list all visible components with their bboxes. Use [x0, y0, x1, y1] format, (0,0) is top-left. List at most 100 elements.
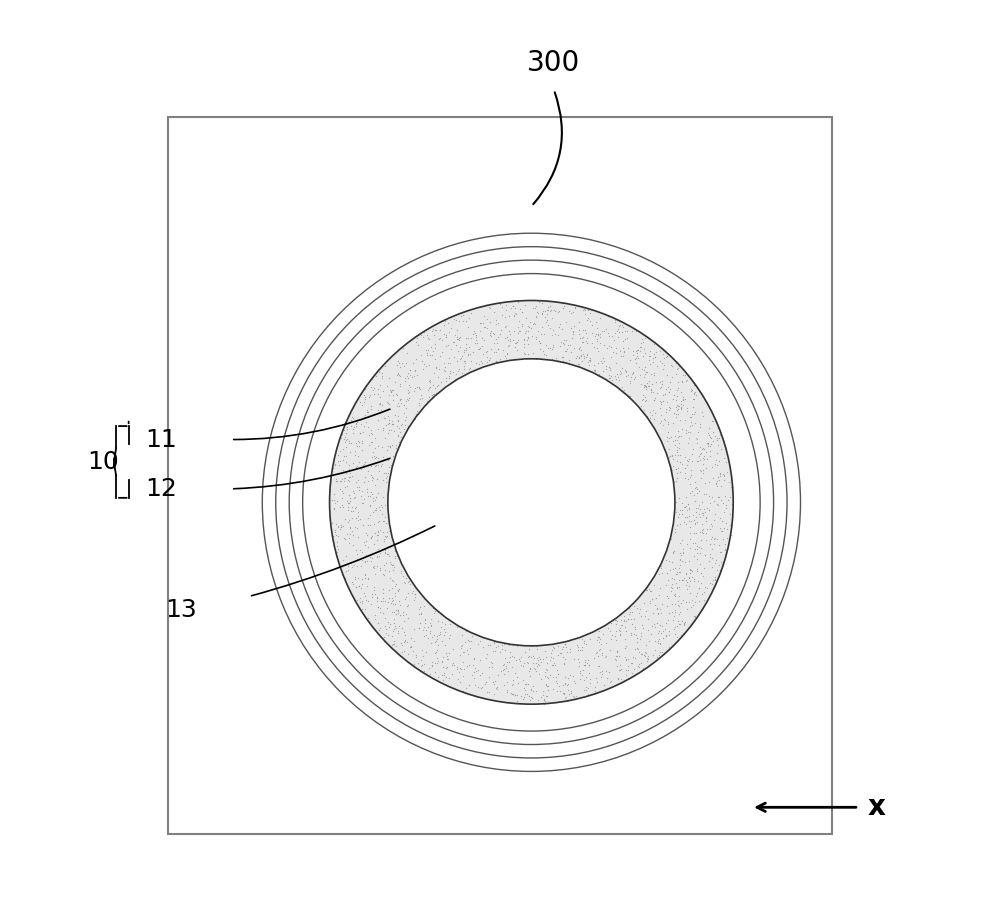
- Point: [511, 314, 527, 328]
- Point: [531, 658, 547, 672]
- Point: [665, 545, 681, 560]
- Point: [448, 337, 464, 352]
- Point: [421, 390, 437, 405]
- Point: [614, 318, 630, 332]
- Point: [698, 527, 714, 541]
- Point: [665, 451, 681, 466]
- Point: [688, 501, 704, 516]
- Point: [627, 641, 643, 656]
- Point: [702, 547, 718, 562]
- Point: [427, 341, 443, 355]
- Point: [376, 532, 392, 546]
- Point: [377, 431, 393, 445]
- Point: [538, 649, 554, 664]
- Point: [365, 494, 381, 509]
- Point: [546, 640, 562, 655]
- Point: [513, 658, 529, 673]
- Point: [434, 654, 450, 668]
- Point: [617, 620, 633, 634]
- Point: [693, 446, 709, 460]
- Point: [582, 632, 598, 647]
- Point: [671, 588, 687, 603]
- Point: [458, 331, 474, 345]
- Point: [516, 337, 532, 352]
- Point: [422, 624, 438, 639]
- Point: [640, 379, 656, 393]
- Point: [530, 306, 546, 320]
- Point: [636, 597, 652, 611]
- Point: [412, 392, 428, 406]
- Point: [630, 343, 646, 357]
- Point: [486, 335, 502, 350]
- Point: [371, 513, 387, 527]
- Point: [531, 649, 547, 664]
- Point: [601, 339, 617, 353]
- Point: [380, 466, 396, 481]
- Point: [429, 643, 445, 658]
- Point: [671, 562, 687, 576]
- Point: [707, 570, 723, 584]
- Point: [483, 329, 499, 344]
- Point: [403, 631, 419, 645]
- Point: [622, 671, 638, 685]
- Point: [374, 369, 390, 383]
- Point: [649, 602, 665, 616]
- Point: [450, 332, 466, 346]
- Point: [492, 352, 508, 366]
- Point: [641, 349, 657, 363]
- Point: [449, 353, 465, 368]
- Point: [513, 650, 529, 665]
- Point: [351, 579, 367, 594]
- Point: [538, 689, 554, 703]
- Point: [366, 582, 382, 597]
- Point: [337, 430, 353, 444]
- Point: [549, 663, 565, 677]
- Point: [354, 483, 370, 498]
- Point: [623, 370, 639, 385]
- Point: [444, 658, 460, 673]
- Point: [359, 403, 375, 417]
- Point: [344, 575, 360, 589]
- Point: [673, 402, 689, 416]
- Point: [327, 457, 343, 472]
- Point: [342, 444, 358, 458]
- Point: [365, 445, 381, 459]
- Point: [387, 407, 403, 422]
- Point: [501, 337, 517, 352]
- Point: [340, 515, 356, 529]
- Point: [499, 655, 515, 669]
- Point: [611, 373, 627, 388]
- Point: [534, 319, 550, 334]
- Point: [505, 333, 521, 347]
- Point: [354, 436, 370, 450]
- Point: [613, 614, 629, 628]
- Point: [378, 475, 394, 489]
- Point: [384, 438, 400, 452]
- Point: [687, 518, 703, 532]
- Point: [347, 570, 363, 585]
- Point: [384, 414, 400, 429]
- Point: [569, 349, 585, 363]
- Point: [396, 405, 412, 420]
- Point: [647, 350, 663, 364]
- Point: [488, 354, 504, 369]
- Point: [714, 514, 730, 528]
- Point: [462, 687, 478, 701]
- Point: [718, 501, 734, 515]
- Point: [678, 578, 694, 592]
- Point: [411, 607, 427, 622]
- Point: [673, 548, 689, 562]
- Point: [379, 486, 395, 501]
- Point: [661, 441, 677, 456]
- Point: [347, 501, 363, 516]
- Point: [667, 354, 683, 369]
- Point: [379, 443, 395, 457]
- Point: [545, 637, 561, 651]
- Point: [505, 673, 521, 687]
- Point: [365, 383, 381, 397]
- Point: [341, 475, 357, 489]
- Point: [642, 348, 658, 362]
- Point: [598, 359, 614, 373]
- Point: [536, 692, 552, 706]
- Point: [713, 524, 729, 538]
